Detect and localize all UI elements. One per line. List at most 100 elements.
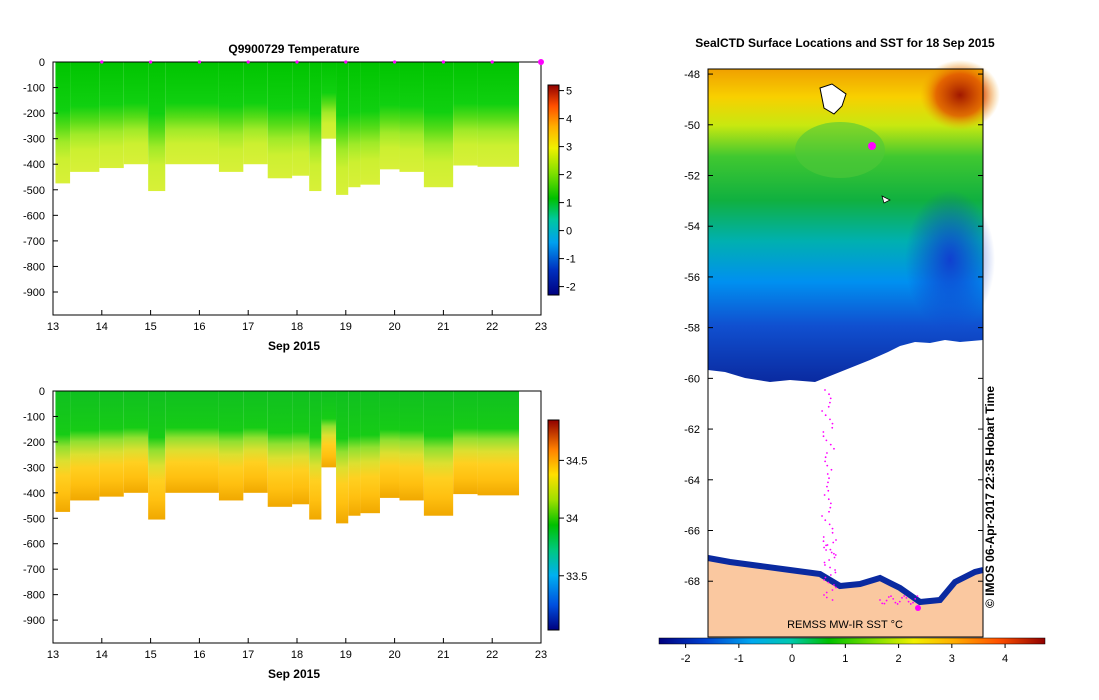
profile-marker	[538, 59, 544, 65]
temperature-profile-column	[123, 62, 149, 165]
x-tick-label: 17	[242, 321, 254, 333]
sst-tick-label: 1	[842, 653, 848, 665]
x-tick-label: 20	[388, 649, 400, 661]
sst-tick-label: -2	[681, 653, 691, 665]
track-point	[825, 439, 828, 442]
track-point	[835, 539, 837, 541]
track-point	[892, 597, 895, 600]
y-tick-label: -400	[23, 488, 45, 500]
map-y-tick-label: -48	[684, 69, 700, 81]
profile-marker	[393, 60, 397, 64]
sst-colorbar	[658, 637, 1046, 645]
temperature-profile-column	[321, 62, 337, 139]
salinity-profile-column	[309, 391, 322, 520]
profile-marker	[149, 60, 153, 64]
y-tick-label: -800	[23, 590, 45, 602]
colorbar-tick-label: 2	[566, 170, 572, 182]
y-tick-label: -900	[23, 287, 45, 299]
x-tick-label: 23	[535, 321, 547, 333]
track-point	[824, 519, 827, 522]
track-point	[826, 544, 829, 546]
temperature-profile-column	[336, 62, 349, 195]
y-tick-label: -900	[23, 615, 45, 627]
x-tick-label: 23	[535, 649, 547, 661]
track-point	[881, 602, 884, 605]
direction-arrow	[881, 195, 891, 204]
track-point	[828, 393, 830, 396]
track-point	[825, 591, 828, 594]
track-point	[829, 397, 832, 400]
map-title: SealCTD Surface Locations and SST for 18…	[695, 36, 995, 50]
y-tick-label: -600	[23, 539, 45, 551]
track-point	[826, 473, 829, 475]
track-point	[823, 579, 826, 581]
x-tick-label: 16	[193, 321, 205, 333]
salinity-panel: 0 -100 -200 -300 -400 -500 -600 -700 -800 -900 13…	[23, 386, 587, 681]
salinity-profile-column	[55, 391, 71, 512]
x-tick-label: 18	[291, 321, 303, 333]
colorbar-tick-label: -1	[566, 254, 576, 266]
temperature-colorbar	[547, 84, 560, 296]
track-point	[896, 603, 899, 605]
temperature-profile-column	[292, 62, 310, 176]
y-tick-label: -700	[23, 564, 45, 576]
cold-eddy	[905, 190, 995, 330]
x-tick-label: 21	[437, 649, 449, 661]
track-point	[894, 601, 897, 604]
track-point	[835, 586, 837, 589]
sst-tick-label: -1	[734, 653, 744, 665]
salinity-profile-column	[321, 391, 337, 468]
island-outline	[819, 83, 847, 115]
profile-markers	[100, 59, 544, 65]
track-point	[824, 576, 827, 579]
y-tick-label: -300	[23, 134, 45, 146]
temperature-profile-column	[218, 62, 244, 172]
track-point	[823, 561, 826, 564]
track-point	[829, 502, 832, 505]
track-point	[903, 595, 906, 597]
colorbar-tick-label: 1	[566, 198, 572, 210]
track-point	[824, 456, 827, 459]
temperature-profile-column	[453, 62, 478, 166]
track-point	[826, 464, 829, 467]
y-tick-label: 0	[39, 57, 45, 69]
track-point	[822, 536, 825, 538]
track-point	[829, 574, 832, 576]
salinity-profile-column	[453, 391, 478, 495]
track-point	[912, 601, 914, 604]
antarctic-landmass	[708, 558, 983, 637]
sea-ice-edge	[707, 555, 984, 606]
track-point	[822, 540, 825, 543]
temperature-panel: Q9900729 Temperature 0 -100 -200 -300 -400 -5…	[23, 42, 576, 353]
track-point	[824, 389, 826, 391]
x-tick-label: 19	[340, 321, 352, 333]
track-point	[879, 599, 881, 601]
map-frame	[707, 68, 984, 638]
track-point	[821, 515, 823, 517]
x-tick-label: 15	[144, 321, 156, 333]
temperature-profile-column	[379, 62, 400, 170]
track-point	[823, 594, 825, 596]
x-tick-label: 14	[96, 321, 108, 333]
track-point	[907, 600, 910, 603]
deployment-marker	[915, 605, 921, 611]
track-point	[831, 422, 834, 425]
x-tick-label: 19	[340, 649, 352, 661]
track-point	[827, 489, 830, 492]
salinity-x-label: Sep 2015	[268, 667, 320, 681]
temperature-profile-column	[148, 62, 166, 192]
track-point	[833, 447, 835, 450]
temperature-y-axis: 0 -100 -200 -300 -400 -500 -600 -700 -800 -900	[23, 57, 58, 299]
sst-tick-label: 3	[949, 653, 955, 665]
temperature-profile-column	[243, 62, 268, 165]
colorbar-label: REMSS MW-IR SST °C	[787, 619, 903, 631]
map-y-tick-label: -66	[684, 526, 700, 538]
salinity-profile-column	[477, 391, 520, 496]
salinity-colorbar	[547, 419, 560, 631]
temperature-colorbar-ticks: 5 4 3 2 1 0 -1 -2	[559, 86, 576, 294]
temperature-profile-column	[55, 62, 71, 184]
track-point	[916, 595, 919, 598]
salinity-colorbar-ticks: 34.5 34 33.5	[559, 455, 587, 583]
track-point	[909, 603, 912, 605]
